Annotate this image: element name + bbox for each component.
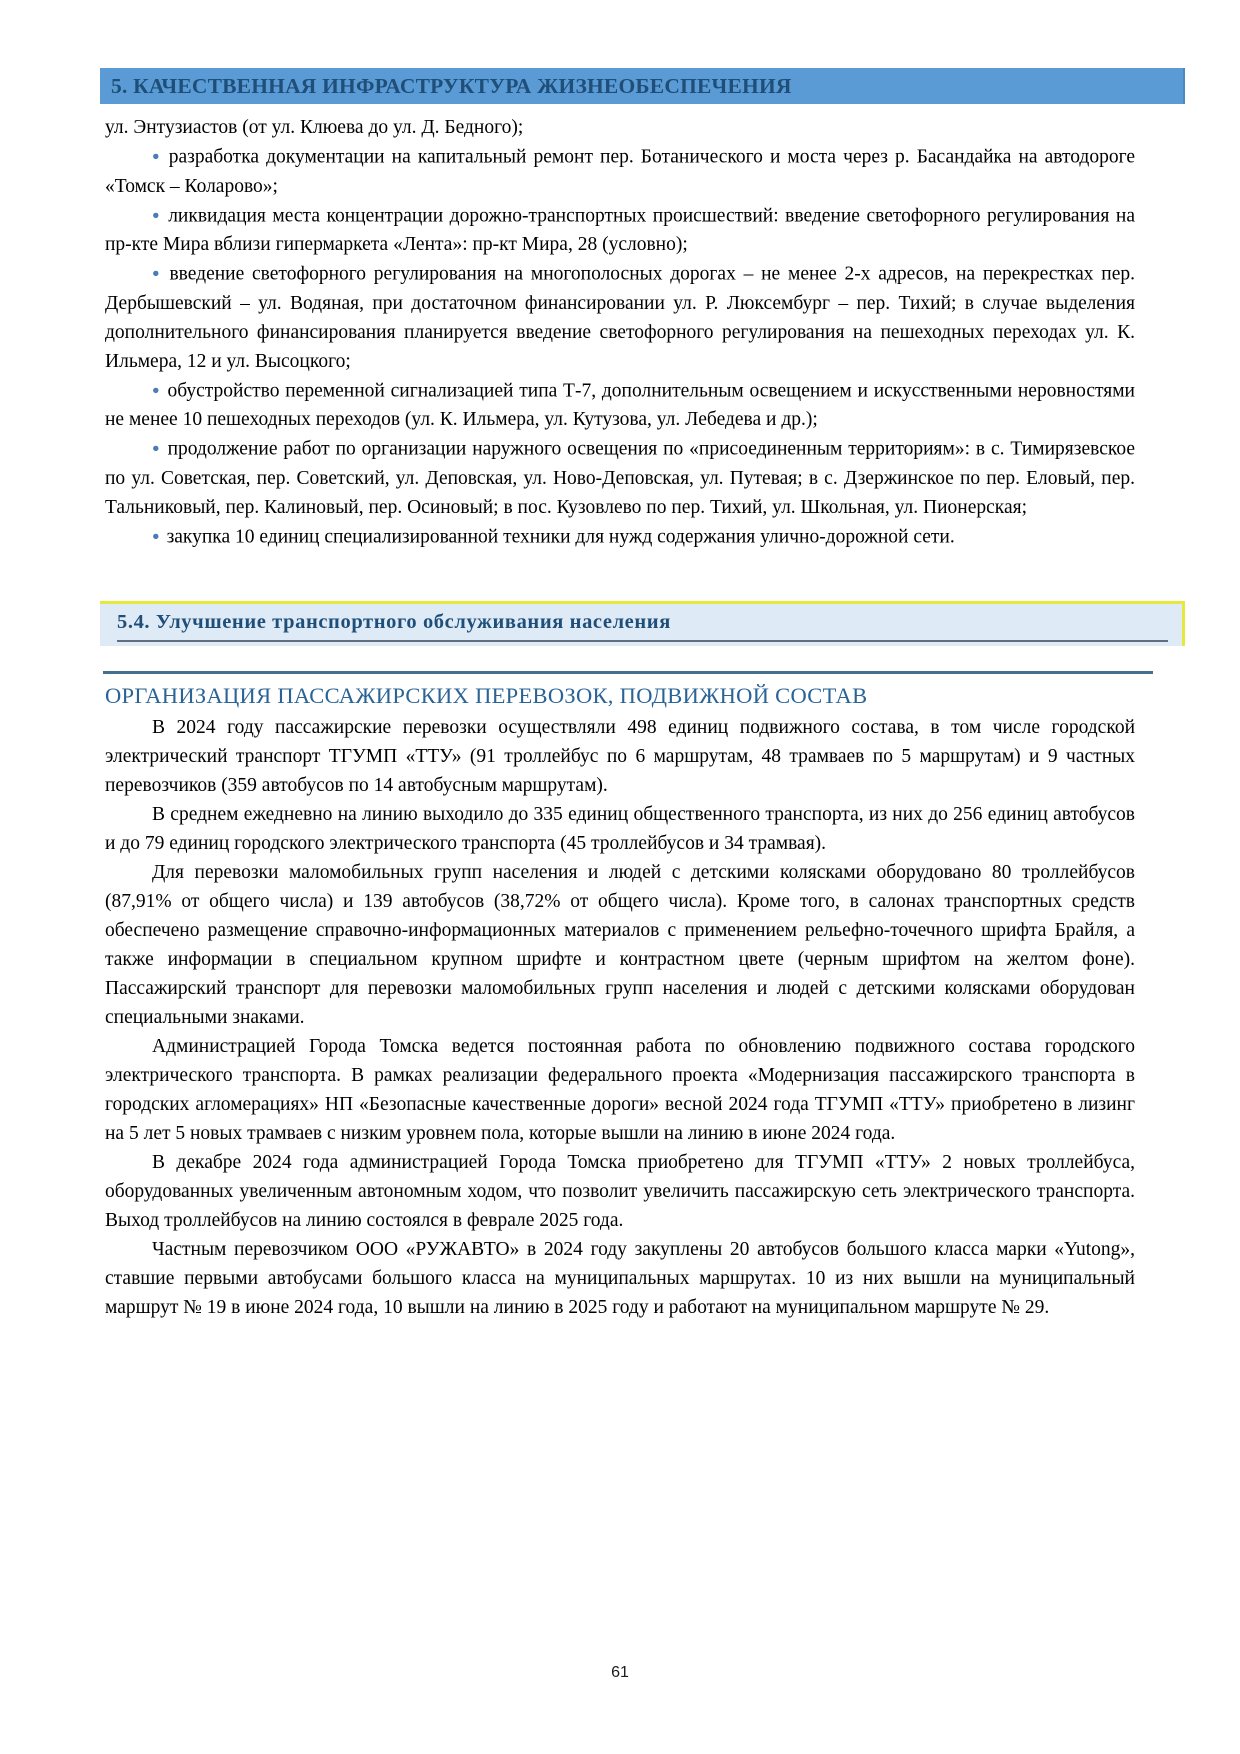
bullet-item: ● закупка 10 единиц специализированной те…: [105, 522, 1135, 552]
bullet-icon: ●: [152, 266, 163, 280]
body-text-block: В 2024 году пассажирские перевозки осуще…: [105, 713, 1135, 1322]
section-header: 5.4. Улучшение транспортного обслуживани…: [100, 601, 1185, 646]
paragraph: Для перевозки маломобильных групп населе…: [105, 862, 1135, 1028]
continuation-text: ул. Энтузиастов (от ул. Клюева до ул. Д.…: [105, 117, 524, 138]
bullet-text: закупка 10 единиц специализированной тех…: [166, 526, 955, 547]
bullet-item: ● продолжение работ по организации наружн…: [105, 434, 1135, 522]
heading-divider: [103, 671, 1153, 674]
bullet-text: разработка документации на капитальный р…: [105, 146, 1135, 197]
intro-text-block: ул. Энтузиастов (от ул. Клюева до ул. Д.…: [105, 113, 1135, 551]
bullet-text: обустройство переменной сигнализацией ти…: [105, 380, 1135, 430]
bullet-item: ● введение светофорного регулирования на …: [105, 259, 1135, 376]
bullet-text: ликвидация места концентрации дорожно-тр…: [105, 205, 1135, 255]
paragraph: В 2024 году пассажирские перевозки осуще…: [105, 717, 1135, 796]
paragraph: Частным перевозчиком ООО «РУЖАВТО» в 202…: [105, 1239, 1135, 1318]
bullet-item: ● обустройство переменной сигнализацией т…: [105, 376, 1135, 435]
paragraph: Администрацией Города Томска ведется пос…: [105, 1036, 1135, 1144]
bullet-item: ● ликвидация места концентрации дорожно-т…: [105, 201, 1135, 260]
bullet-icon: ●: [152, 441, 161, 455]
bullet-icon: ●: [152, 382, 161, 397]
chapter-header-banner: 5. КАЧЕСТВЕННАЯ ИНФРАСТРУКТУРА ЖИЗНЕОБЕС…: [100, 68, 1185, 104]
bullet-item: ● разработка документации на капитальный …: [105, 142, 1135, 201]
bullet-icon: ●: [152, 207, 162, 222]
bullet-text: введение светофорного регулирования на м…: [105, 263, 1135, 372]
bullet-icon: ●: [152, 149, 162, 163]
paragraph: В декабре 2024 года администрацией Город…: [105, 1152, 1135, 1231]
page-number: 61: [611, 1664, 629, 1681]
section-header-title: 5.4. Улучшение транспортного обслуживани…: [117, 611, 1168, 642]
bullet-text: продолжение работ по организации наружно…: [105, 438, 1135, 518]
subsection-title: ОРГАНИЗАЦИЯ ПАССАЖИРСКИХ ПЕРЕВОЗОК, ПОДВ…: [105, 683, 868, 708]
paragraph: В среднем ежедневно на линию выходило до…: [105, 804, 1135, 854]
bullet-icon: ●: [152, 528, 160, 543]
